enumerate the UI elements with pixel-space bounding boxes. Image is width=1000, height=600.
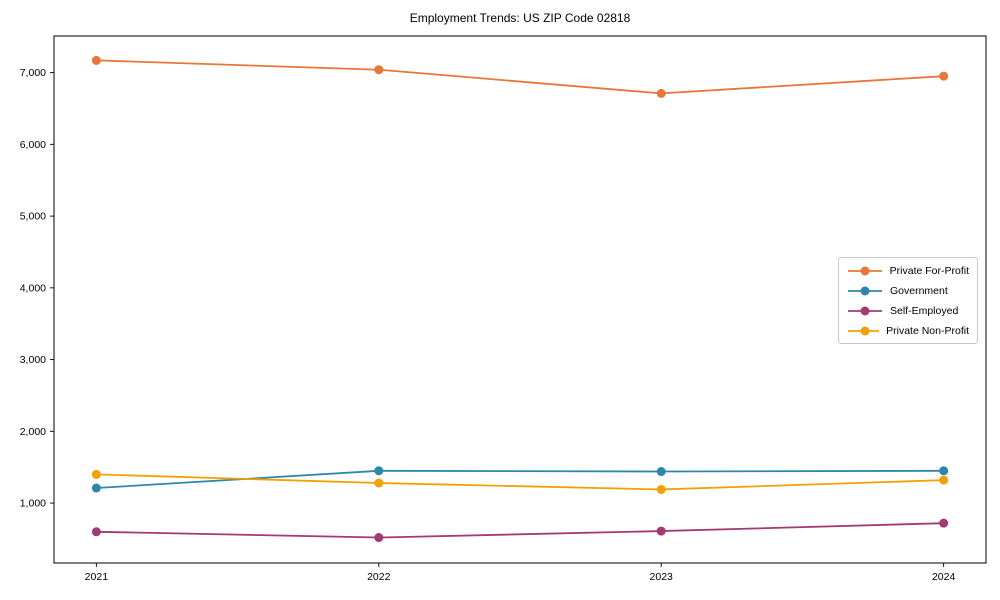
axes-spines bbox=[53, 35, 987, 564]
y-tick-label: 4,000 bbox=[20, 282, 46, 294]
legend-label: Private For-Profit bbox=[889, 264, 969, 277]
legend-item: Private Non-Profit bbox=[847, 323, 969, 338]
data-point-marker bbox=[374, 478, 384, 488]
data-point-marker bbox=[656, 526, 666, 536]
data-point-marker bbox=[91, 483, 101, 493]
series-line bbox=[96, 473, 944, 491]
legend-label: Government bbox=[890, 284, 948, 297]
legend-item: Private For-Profit bbox=[847, 263, 969, 278]
y-tick-label: 2,000 bbox=[20, 426, 46, 438]
data-point-marker bbox=[939, 466, 949, 476]
legend-marker-icon bbox=[848, 326, 880, 335]
series-line bbox=[96, 59, 944, 95]
legend-marker-icon bbox=[848, 306, 882, 315]
x-tick-label: 2021 bbox=[85, 571, 109, 583]
legend-label: Self-Employed bbox=[890, 304, 959, 317]
data-point-marker bbox=[374, 65, 384, 75]
y-tick-label: 5,000 bbox=[20, 211, 46, 223]
y-tick-label: 1,000 bbox=[20, 498, 46, 510]
data-point-marker bbox=[656, 467, 666, 477]
series-line bbox=[96, 522, 944, 539]
y-tick-label: 3,000 bbox=[20, 354, 46, 366]
y-tick-label: 6,000 bbox=[20, 139, 46, 151]
legend-item: Government bbox=[847, 283, 969, 298]
data-point-marker bbox=[374, 466, 384, 476]
legend-marker-icon bbox=[848, 286, 882, 295]
chart-title: Employment Trends: US ZIP Code 02818 bbox=[409, 11, 631, 25]
legend-label: Private Non-Profit bbox=[886, 324, 969, 337]
legend-marker-icon bbox=[848, 266, 882, 275]
x-tick-label: 2022 bbox=[367, 571, 391, 583]
legend: Private For-Profit Government Self-Emplo… bbox=[838, 257, 978, 344]
legend-item: Self-Employed bbox=[847, 303, 969, 318]
x-tick-label: 2023 bbox=[650, 571, 674, 583]
data-point-marker bbox=[939, 518, 949, 528]
y-tick-label: 7,000 bbox=[20, 67, 46, 79]
data-point-marker bbox=[374, 533, 384, 543]
data-point-marker bbox=[91, 527, 101, 537]
data-point-marker bbox=[91, 55, 101, 65]
x-tick-label: 2024 bbox=[932, 571, 956, 583]
data-point-marker bbox=[939, 71, 949, 81]
data-point-marker bbox=[656, 484, 666, 494]
data-point-marker bbox=[939, 475, 949, 485]
data-point-marker bbox=[91, 469, 101, 479]
data-point-marker bbox=[656, 88, 666, 98]
